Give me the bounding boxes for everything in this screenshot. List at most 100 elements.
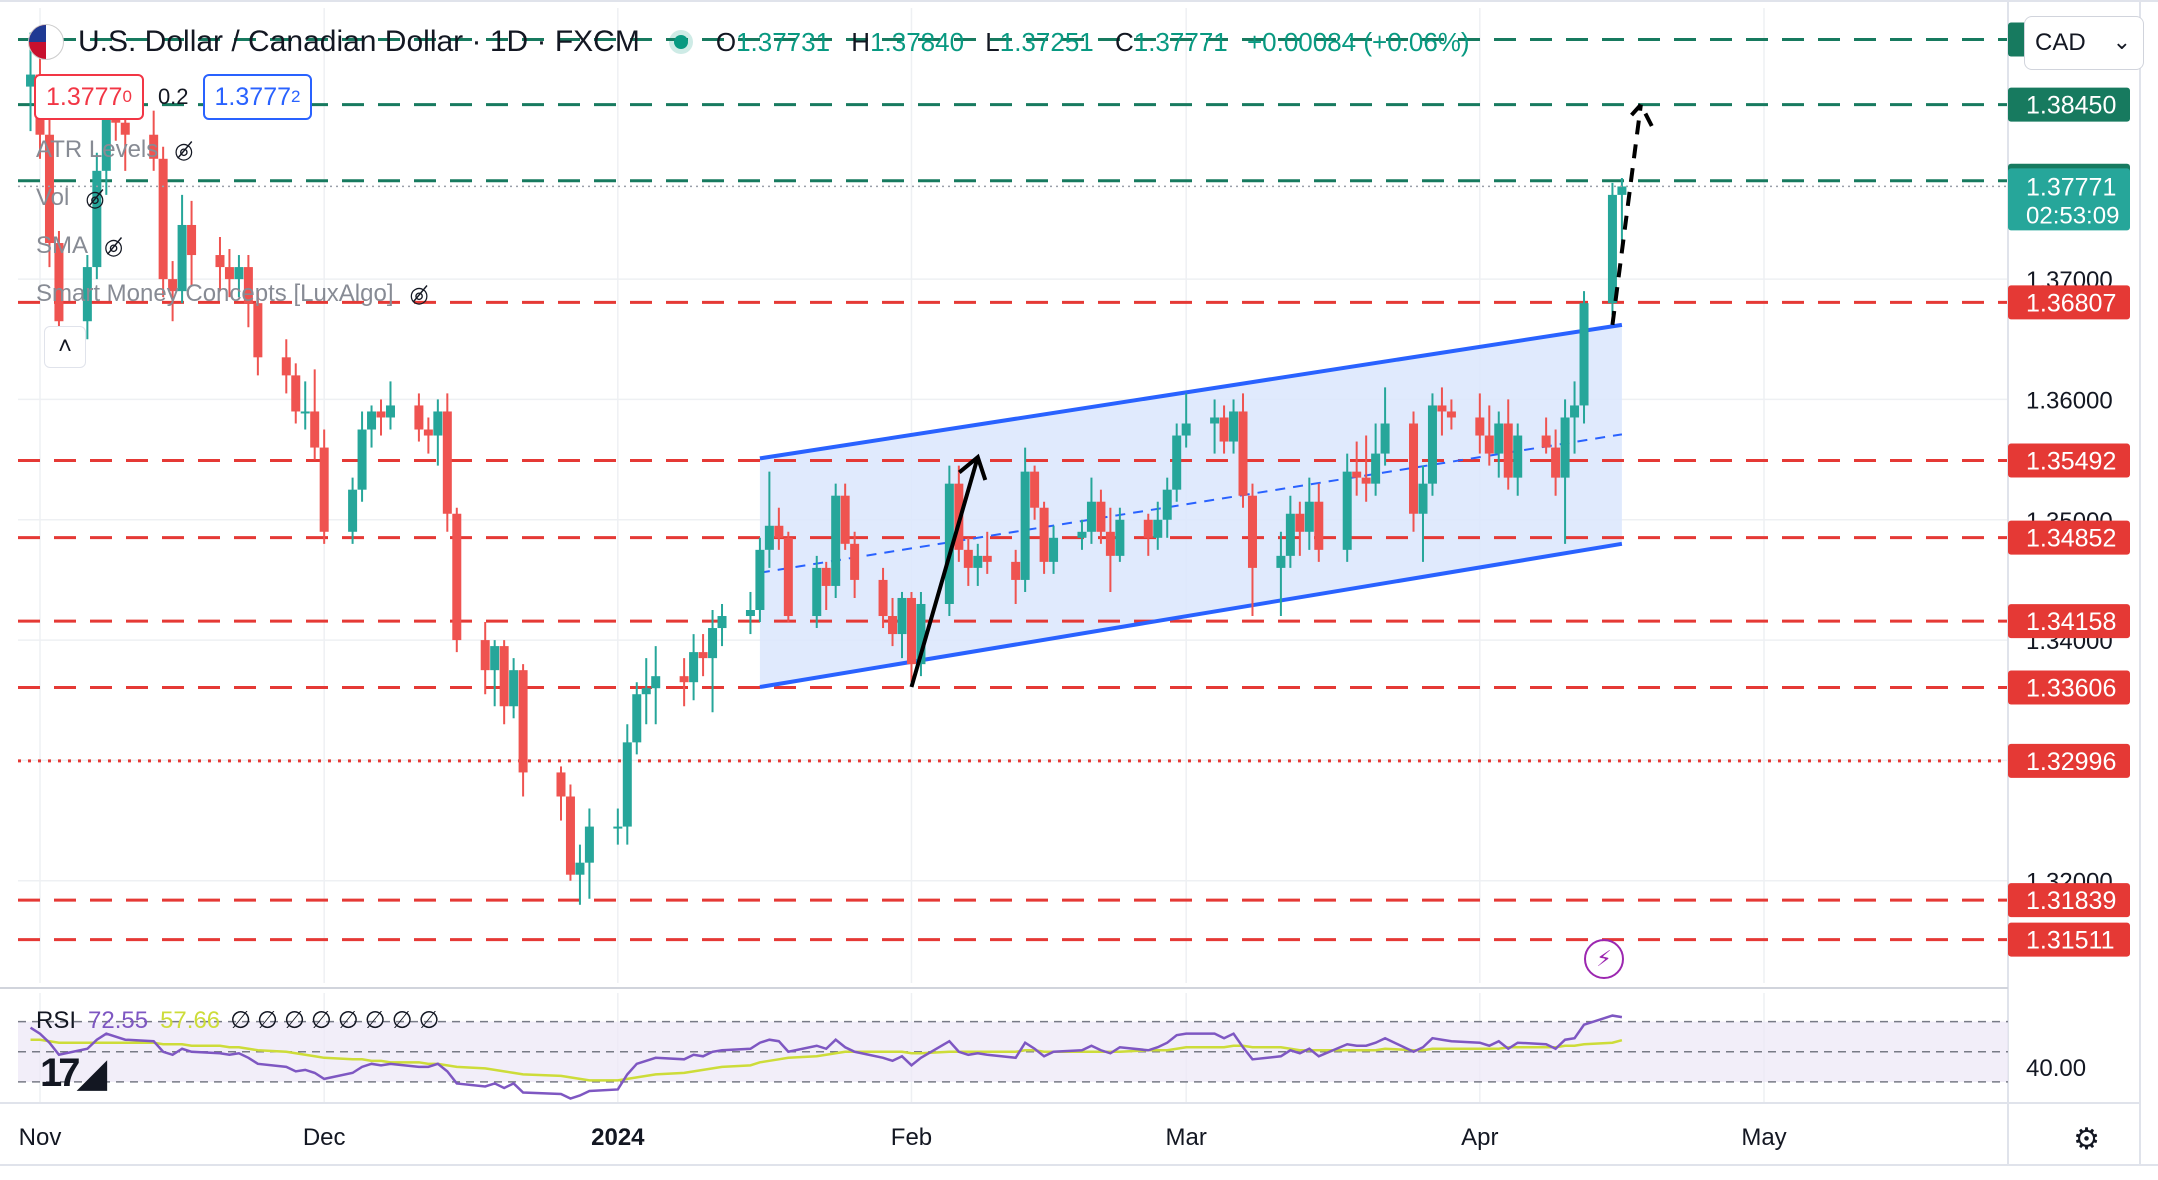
candle-body <box>101 104 111 171</box>
price-level-tag <box>2008 670 2130 705</box>
candle-body <box>423 429 433 436</box>
candle <box>1077 519 1087 550</box>
candle-body <box>1617 186 1627 195</box>
candle <box>243 255 253 328</box>
price-level-label: 1.34158 <box>2026 608 2116 636</box>
candle <box>480 622 490 695</box>
candle <box>234 255 244 298</box>
indicator-smart-money-concepts[interactable]: Smart Money Concepts [LuxAlgo] ◎̸ <box>36 280 429 308</box>
bar-countdown-label: 02:53:09 <box>2026 202 2119 229</box>
candle <box>1617 178 1627 250</box>
rsi-ma-value: 57.66 <box>160 1007 221 1034</box>
candle <box>1219 405 1229 454</box>
candle-body <box>158 158 168 280</box>
currency-select[interactable]: CAD ⌄ <box>2024 16 2144 70</box>
lightning-alert-icon[interactable]: ⚡ <box>1584 939 1624 979</box>
candle <box>783 531 793 623</box>
indicator-name: Vol <box>36 184 70 211</box>
time-tick-label: May <box>1741 1124 1786 1151</box>
candle <box>300 381 310 430</box>
candle <box>1172 423 1182 502</box>
candle-body <box>1579 303 1589 406</box>
candle <box>1181 393 1191 448</box>
change-value: +0.00084 (+0.06%) <box>1246 26 1470 57</box>
candle-body <box>177 224 187 292</box>
candle-body <box>1342 471 1352 550</box>
candle <box>622 724 632 845</box>
eye-hidden-icon[interactable]: ◎̸ <box>104 233 124 259</box>
high-label: H <box>851 26 871 57</box>
candle-body <box>1153 519 1163 538</box>
candle <box>717 603 727 647</box>
price-level-label: 1.38450 <box>2026 92 2116 120</box>
candle-body <box>774 525 784 538</box>
indicator-atr-levels[interactable]: ATR Levels ◎̸ <box>36 136 193 164</box>
eye-hidden-icon[interactable]: ◎̸ <box>174 137 194 163</box>
last-price-tag <box>2008 168 2130 231</box>
candle-body <box>973 555 983 568</box>
candle <box>1247 483 1257 617</box>
candle <box>632 682 642 755</box>
candle-body <box>490 646 500 671</box>
sell-button[interactable]: 1.3777 0 <box>34 74 144 120</box>
candle <box>973 543 983 586</box>
candle <box>499 640 509 725</box>
indicator-sma[interactable]: SMA ◎̸ <box>36 232 123 260</box>
candle <box>1560 399 1570 544</box>
candle-body <box>1105 531 1115 556</box>
candle <box>584 808 594 899</box>
usd-cad-flag-icon <box>28 24 64 60</box>
market-status-dot-icon[interactable] <box>673 35 688 49</box>
rsi-legend[interactable]: RSI 72.55 57.66 ∅∅∅∅∅∅∅∅ <box>36 1006 445 1035</box>
gear-icon[interactable]: ⚙ <box>2073 1123 2100 1156</box>
candle <box>1162 477 1172 538</box>
channel-fill <box>759 324 1622 688</box>
candle-body <box>1020 471 1030 580</box>
candle <box>906 591 916 683</box>
candle <box>1551 429 1561 496</box>
candle <box>708 610 718 713</box>
tradingview-logo[interactable]: 17◢ <box>40 1051 107 1095</box>
collapse-legend-chevron-up-icon[interactable]: ˄ <box>44 326 86 368</box>
candle-body <box>234 267 244 280</box>
candle <box>319 429 329 544</box>
candle <box>774 507 784 550</box>
indicator-vol[interactable]: Vol ◎̸ <box>36 184 105 212</box>
candle <box>177 194 187 304</box>
candle <box>1371 423 1381 496</box>
symbol-title[interactable]: U.S. Dollar / Canadian Dollar · 1D · FXC… <box>78 25 640 58</box>
candle-body <box>1181 423 1191 436</box>
candle-body <box>1475 417 1485 436</box>
rsi-value: 72.55 <box>88 1007 149 1034</box>
candle-body <box>556 772 566 797</box>
chevron-down-icon: ⌄ <box>2112 29 2131 54</box>
candle-body <box>187 224 197 256</box>
candle <box>1049 525 1059 574</box>
candle-body <box>1494 423 1504 454</box>
candle-body <box>291 375 301 412</box>
eye-hidden-icon[interactable]: ◎̸ <box>85 185 105 211</box>
low-value: 1.37251 <box>999 26 1094 57</box>
arrow-line <box>1610 104 1643 326</box>
candle-body <box>367 411 377 430</box>
channel-upper-line <box>759 322 1623 461</box>
channel-mid-line <box>759 433 1623 574</box>
candle <box>1030 465 1040 520</box>
candle <box>1011 549 1021 604</box>
candle <box>888 597 898 647</box>
eye-hidden-icon[interactable]: ◎̸ <box>409 281 429 307</box>
indicator-name: ATR Levels <box>36 136 159 163</box>
buy-button[interactable]: 1.3777 2 <box>202 74 313 120</box>
candle-body <box>26 74 36 87</box>
candle-body <box>1314 501 1324 550</box>
time-axis: Nov Dec 2024 Feb Mar Apr May <box>19 1124 1787 1151</box>
candle-body <box>1371 453 1381 484</box>
candle-body <box>1011 561 1021 580</box>
candle <box>651 646 661 725</box>
candle-body <box>1285 513 1295 556</box>
candle-body <box>831 495 841 586</box>
symbol-header: U.S. Dollar / Canadian Dollar · 1D · FXC… <box>28 18 1470 66</box>
candle <box>1541 417 1551 454</box>
candle <box>1446 399 1456 430</box>
